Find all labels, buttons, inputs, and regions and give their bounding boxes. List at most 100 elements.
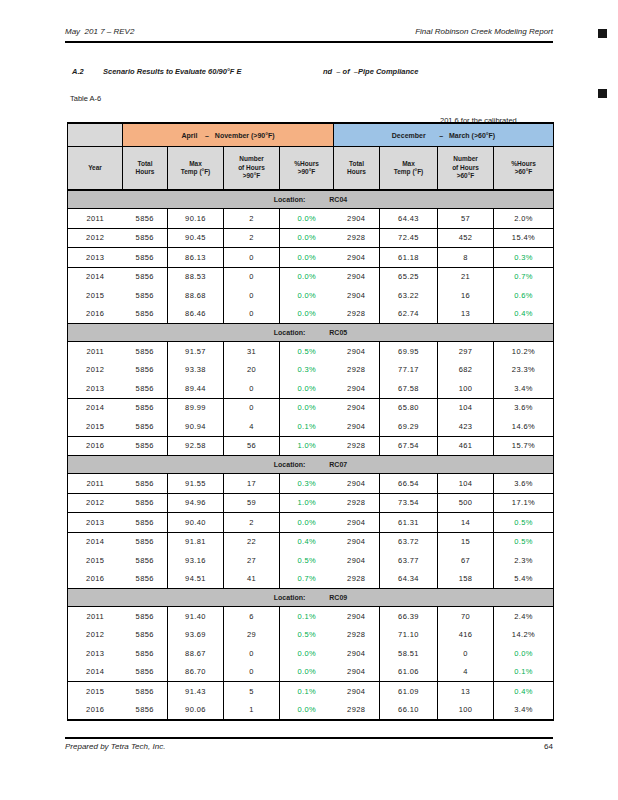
cell: 100 — [438, 379, 494, 398]
header-report-title: Final Robinson Creek Modeling Report — [415, 27, 553, 36]
cell: 5856 — [123, 551, 168, 570]
data-row: 2014585691.81220.4%290463.72150.5% — [68, 532, 554, 551]
cell: 69.95 — [380, 342, 438, 361]
cell: 2928 — [334, 626, 380, 645]
cell: 2928 — [334, 570, 380, 589]
cell: 0.0% — [280, 398, 334, 417]
cell: 0.1% — [494, 663, 554, 682]
cell: 90.45 — [168, 228, 224, 248]
data-row: 2014585689.9900.0%290465.801043.6% — [68, 398, 554, 417]
data-row: 2012585693.69290.5%292871.1041614.2% — [68, 626, 554, 645]
cell: 15.4% — [494, 228, 554, 248]
cell: 89.44 — [168, 379, 224, 398]
cell: 73.54 — [380, 493, 438, 513]
cell: 0.5% — [280, 342, 334, 361]
cell: 5856 — [123, 267, 168, 286]
cell: 61.06 — [380, 663, 438, 682]
cell: 2013 — [68, 248, 123, 268]
cell: 2013 — [68, 644, 123, 663]
cell: 0.5% — [494, 513, 554, 533]
cell: 5856 — [123, 342, 168, 361]
cell: 17 — [224, 474, 280, 494]
column-header-year: Year — [68, 147, 123, 191]
cell: 22 — [224, 532, 280, 551]
cell: 61.09 — [380, 682, 438, 701]
cell: 0 — [224, 248, 280, 268]
cell: 2012 — [68, 228, 123, 248]
results-table: April – November (>90°F) December – Marc… — [67, 122, 554, 721]
cell: 2904 — [334, 379, 380, 398]
band-corner-cell — [68, 123, 123, 147]
cell: 0.4% — [280, 532, 334, 551]
cell: 13 — [438, 305, 494, 324]
cell: 88.53 — [168, 267, 224, 286]
cell: 91.40 — [168, 607, 224, 626]
cell: 0.0% — [280, 248, 334, 268]
data-row: 2016585690.0610.0%292866.101003.4% — [68, 701, 554, 721]
cell: 92.58 — [168, 436, 224, 456]
cell: 14.6% — [494, 417, 554, 436]
cell: 5 — [224, 682, 280, 701]
cell: 423 — [438, 417, 494, 436]
cell: 0 — [224, 267, 280, 286]
cell: 0.3% — [494, 248, 554, 268]
cell: 61.31 — [380, 513, 438, 533]
location-code: RC07 — [329, 461, 347, 468]
cell: 63.22 — [380, 286, 438, 305]
column-header-total-hours-summer: Total Hours — [123, 147, 168, 191]
data-row: 2013585689.4400.0%290467.581003.4% — [68, 379, 554, 398]
cell: 2012 — [68, 361, 123, 380]
cell: 2011 — [68, 607, 123, 626]
cell: 57 — [438, 209, 494, 229]
column-header-row: Year Total Hours Max Temp (°F) Number of… — [68, 147, 554, 191]
results-table-body: Location:RC042011585690.1620.0%290464.43… — [68, 190, 554, 720]
cell: 27 — [224, 551, 280, 570]
data-row: 2012585694.96591.0%292873.5450017.1% — [68, 493, 554, 513]
cell: 5856 — [123, 493, 168, 513]
cell: 1 — [224, 701, 280, 721]
section-heading: A.2 Scenario Results to Evaluate 60/90°F… — [72, 67, 553, 79]
cell: 5856 — [123, 626, 168, 645]
cell: 2016 — [68, 570, 123, 589]
data-row: 2012585690.4520.0%292872.4545215.4% — [68, 228, 554, 248]
cell: 2011 — [68, 342, 123, 361]
cell: 0.0% — [280, 644, 334, 663]
location-label: Location: — [274, 329, 306, 336]
data-row: 2015585688.6800.0%290463.22160.6% — [68, 286, 554, 305]
cell: 8 — [438, 248, 494, 268]
cell: 13 — [438, 682, 494, 701]
cell: 3.4% — [494, 701, 554, 721]
cell: 2015 — [68, 682, 123, 701]
cell: 2904 — [334, 551, 380, 570]
cell: 0.4% — [494, 305, 554, 324]
cell: 63.72 — [380, 532, 438, 551]
cell: 0.0% — [280, 228, 334, 248]
cell: 2928 — [334, 305, 380, 324]
cell: 0.7% — [280, 570, 334, 589]
cell: 90.06 — [168, 701, 224, 721]
cell: 0.1% — [280, 417, 334, 436]
cell: 29 — [224, 626, 280, 645]
cell: 0 — [224, 644, 280, 663]
cell: 2.3% — [494, 551, 554, 570]
data-row: 2015585693.16270.5%290463.77672.3% — [68, 551, 554, 570]
cell: 2012 — [68, 493, 123, 513]
data-row: 2011585691.57310.5%290469.9529710.2% — [68, 342, 554, 361]
cell: 2015 — [68, 286, 123, 305]
cell: 0.0% — [280, 305, 334, 324]
cell: 0.5% — [494, 532, 554, 551]
cell: 2904 — [334, 398, 380, 417]
cell: 5856 — [123, 248, 168, 268]
cell: 5856 — [123, 513, 168, 533]
redaction-mark-lower — [598, 89, 607, 98]
cell: 21 — [438, 267, 494, 286]
cell: 0 — [224, 305, 280, 324]
cell: 16 — [438, 286, 494, 305]
cell: 0.0% — [280, 379, 334, 398]
cell: 64.34 — [380, 570, 438, 589]
data-row: 2014585688.5300.0%290465.25210.7% — [68, 267, 554, 286]
cell: 6 — [224, 607, 280, 626]
data-row: 2015585691.4350.1%290461.09130.4% — [68, 682, 554, 701]
cell: 2014 — [68, 532, 123, 551]
cell: 3.6% — [494, 474, 554, 494]
